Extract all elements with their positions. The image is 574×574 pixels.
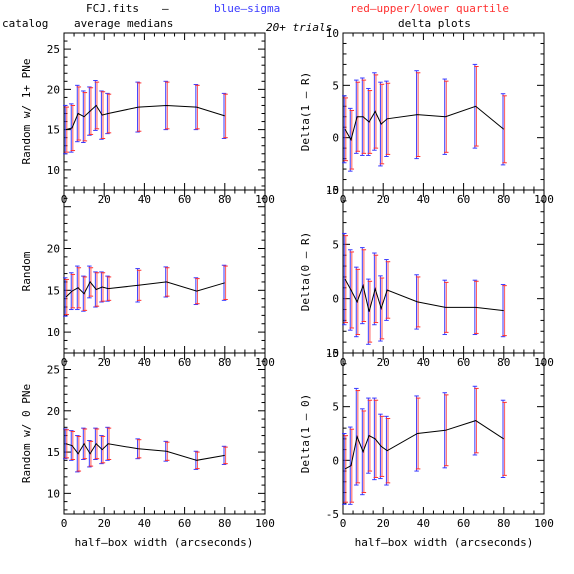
x-tick-label: 20 bbox=[377, 356, 390, 369]
x-axis-label-left: half–box width (arcseconds) bbox=[75, 536, 254, 549]
header-red-label: red–upper/lower quartile bbox=[350, 2, 509, 15]
x-tick-label: 60 bbox=[457, 356, 470, 369]
x-tick-label: 40 bbox=[138, 193, 151, 206]
x-tick-label: 80 bbox=[218, 356, 231, 369]
x-axis-label-right: half–box width (arcseconds) bbox=[355, 536, 534, 549]
y-tick-label: 20 bbox=[47, 405, 60, 418]
header-average-medians: average medians bbox=[74, 17, 173, 30]
y-tick-label: 10 bbox=[47, 164, 60, 177]
panel-5: 0 20 40 60 80 100 10 15 20 25 Random w/ 0 PNe bbox=[20, 352, 275, 530]
x-tick-label: 40 bbox=[417, 193, 430, 206]
x-tick-label: 20 bbox=[98, 193, 111, 206]
y-tick-label: 10 bbox=[326, 347, 339, 360]
panel-frame bbox=[342, 352, 545, 515]
y-axis-label: Random bbox=[20, 251, 33, 291]
y-axis-label: Delta(0 – R) bbox=[299, 232, 312, 311]
median-line bbox=[65, 280, 225, 298]
y-tick-label: 5 bbox=[332, 401, 339, 414]
x-tick-label: 60 bbox=[178, 193, 191, 206]
y-tick-label: 10 bbox=[326, 27, 339, 40]
y-tick-label: 0 bbox=[332, 293, 339, 306]
x-tick-label: 80 bbox=[497, 193, 510, 206]
y-tick-label: 20 bbox=[47, 83, 60, 96]
x-tick-label: 0 bbox=[340, 517, 347, 530]
y-tick-label: -5 bbox=[326, 508, 339, 521]
y-tick-label: 25 bbox=[47, 43, 60, 56]
header-file: FCJ.fits bbox=[86, 2, 139, 15]
median-line bbox=[65, 104, 225, 131]
x-tick-label: 40 bbox=[138, 517, 151, 530]
header-delta-plots: delta plots bbox=[398, 17, 471, 30]
y-tick-label: 15 bbox=[47, 284, 60, 297]
x-tick-label: 0 bbox=[61, 517, 68, 530]
y-tick-label: -5 bbox=[326, 184, 339, 197]
y-tick-label: 5 bbox=[332, 238, 339, 251]
x-tick-label: 80 bbox=[497, 517, 510, 530]
y-axis-label: Random w/ 1+ PNe bbox=[20, 59, 33, 165]
median-line bbox=[344, 278, 504, 312]
y-tick-label: -5 bbox=[326, 347, 339, 360]
y-tick-label: 25 bbox=[47, 364, 60, 377]
x-tick-label: 60 bbox=[457, 517, 470, 530]
header-blue-label: blue–sigma bbox=[214, 2, 280, 15]
x-tick-label: 100 bbox=[255, 517, 275, 530]
panel-frame bbox=[342, 32, 545, 191]
header-trials: 20+ trials bbox=[266, 21, 332, 34]
x-tick-label: 40 bbox=[417, 517, 430, 530]
median-line bbox=[65, 442, 225, 461]
y-tick-label: 0 bbox=[332, 132, 339, 145]
panel-frame bbox=[63, 32, 266, 191]
x-tick-label: 80 bbox=[218, 193, 231, 206]
y-tick-label: 15 bbox=[47, 124, 60, 137]
panel-frame bbox=[342, 189, 545, 354]
y-axis-label: Delta(1 – 0) bbox=[299, 394, 312, 473]
x-tick-label: 100 bbox=[534, 517, 554, 530]
y-tick-label: 10 bbox=[47, 326, 60, 339]
y-tick-label: 10 bbox=[47, 487, 60, 500]
x-tick-label: 60 bbox=[178, 517, 191, 530]
x-tick-label: 80 bbox=[497, 356, 510, 369]
median-line bbox=[344, 420, 505, 470]
x-tick-label: 60 bbox=[178, 356, 191, 369]
x-tick-label: 20 bbox=[377, 193, 390, 206]
x-tick-label: 40 bbox=[138, 356, 151, 369]
x-tick-label: 20 bbox=[98, 356, 111, 369]
y-tick-label: 10 bbox=[326, 184, 339, 197]
panel-frame bbox=[63, 352, 266, 515]
x-tick-label: 60 bbox=[457, 193, 470, 206]
header-catalog: catalog bbox=[2, 17, 48, 30]
y-tick-label: 0 bbox=[332, 454, 339, 467]
y-axis-label: Delta(1 – R) bbox=[299, 72, 312, 151]
y-axis-label: Random w/ 0 PNe bbox=[20, 384, 33, 483]
x-tick-label: 20 bbox=[98, 517, 111, 530]
median-line bbox=[344, 105, 505, 142]
y-tick-label: 20 bbox=[47, 243, 60, 256]
y-tick-label: 5 bbox=[332, 79, 339, 92]
x-tick-label: 80 bbox=[218, 517, 231, 530]
header-dash: – bbox=[162, 2, 169, 15]
x-tick-label: 20 bbox=[377, 517, 390, 530]
x-tick-label: 40 bbox=[417, 356, 430, 369]
y-tick-label: 15 bbox=[47, 446, 60, 459]
